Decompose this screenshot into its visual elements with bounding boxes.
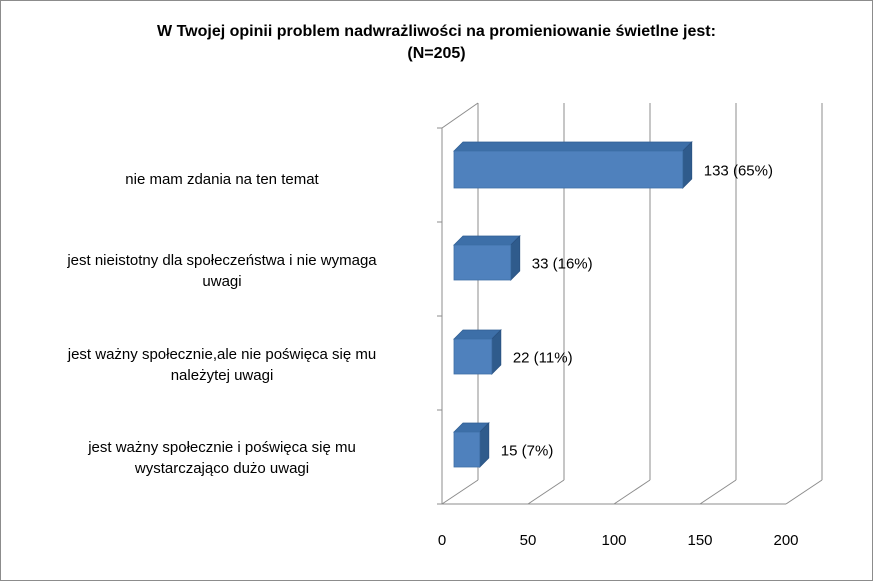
- bar: [453, 150, 684, 189]
- chart-title: W Twojej opinii problem nadwrażliwości n…: [1, 21, 872, 65]
- floor-gridline: [785, 479, 823, 505]
- x-tick-label: 50: [520, 532, 537, 549]
- category-label-line: nie mam zdania na ten temat: [125, 171, 319, 188]
- x-tick-label: 100: [601, 532, 626, 549]
- floor-gridline: [613, 479, 651, 505]
- category-label-line: należytej uwagi: [170, 367, 274, 384]
- category-label-line: jest ważny społecznie,ale nie poświęca s…: [67, 346, 377, 363]
- data-label: 133 (65%): [704, 163, 773, 180]
- data-label: 15 (7%): [501, 443, 554, 460]
- category-label-line: jest ważny społecznie i poświęca się mu: [88, 439, 356, 456]
- bar: [453, 431, 481, 468]
- data-label: 22 (11%): [513, 350, 573, 367]
- chart-subtitle: (N=205): [407, 45, 466, 62]
- floor-gridline: [441, 479, 479, 505]
- x-tick-label: 0: [438, 532, 446, 549]
- wall-edge: [441, 102, 479, 129]
- x-tick-label: 200: [773, 532, 798, 549]
- category-label-0: nie mam zdania na ten temat: [22, 169, 422, 190]
- category-label-line: uwagi: [202, 273, 242, 290]
- bar: [453, 244, 512, 281]
- category-label-1: jest nieistotny dla społeczeństwa i nie …: [22, 250, 422, 292]
- floor-gridline: [699, 479, 737, 505]
- category-label-2: jest ważny społecznie,ale nie poświęca s…: [22, 344, 422, 386]
- category-label-line: wystarczająco dużo uwagi: [134, 460, 310, 477]
- bar-top-face: [453, 141, 693, 152]
- data-label: 33 (16%): [532, 256, 593, 273]
- category-label-line: jest nieistotny dla społeczeństwa i nie …: [67, 252, 377, 269]
- bar: [453, 338, 493, 375]
- floor-gridline: [527, 479, 565, 505]
- bar-top-face: [453, 235, 521, 246]
- chart-title-line: W Twojej opinii problem nadwrażliwości n…: [157, 23, 716, 40]
- category-label-3: jest ważny społecznie i poświęca się mu …: [22, 437, 422, 479]
- x-tick-label: 150: [687, 532, 712, 549]
